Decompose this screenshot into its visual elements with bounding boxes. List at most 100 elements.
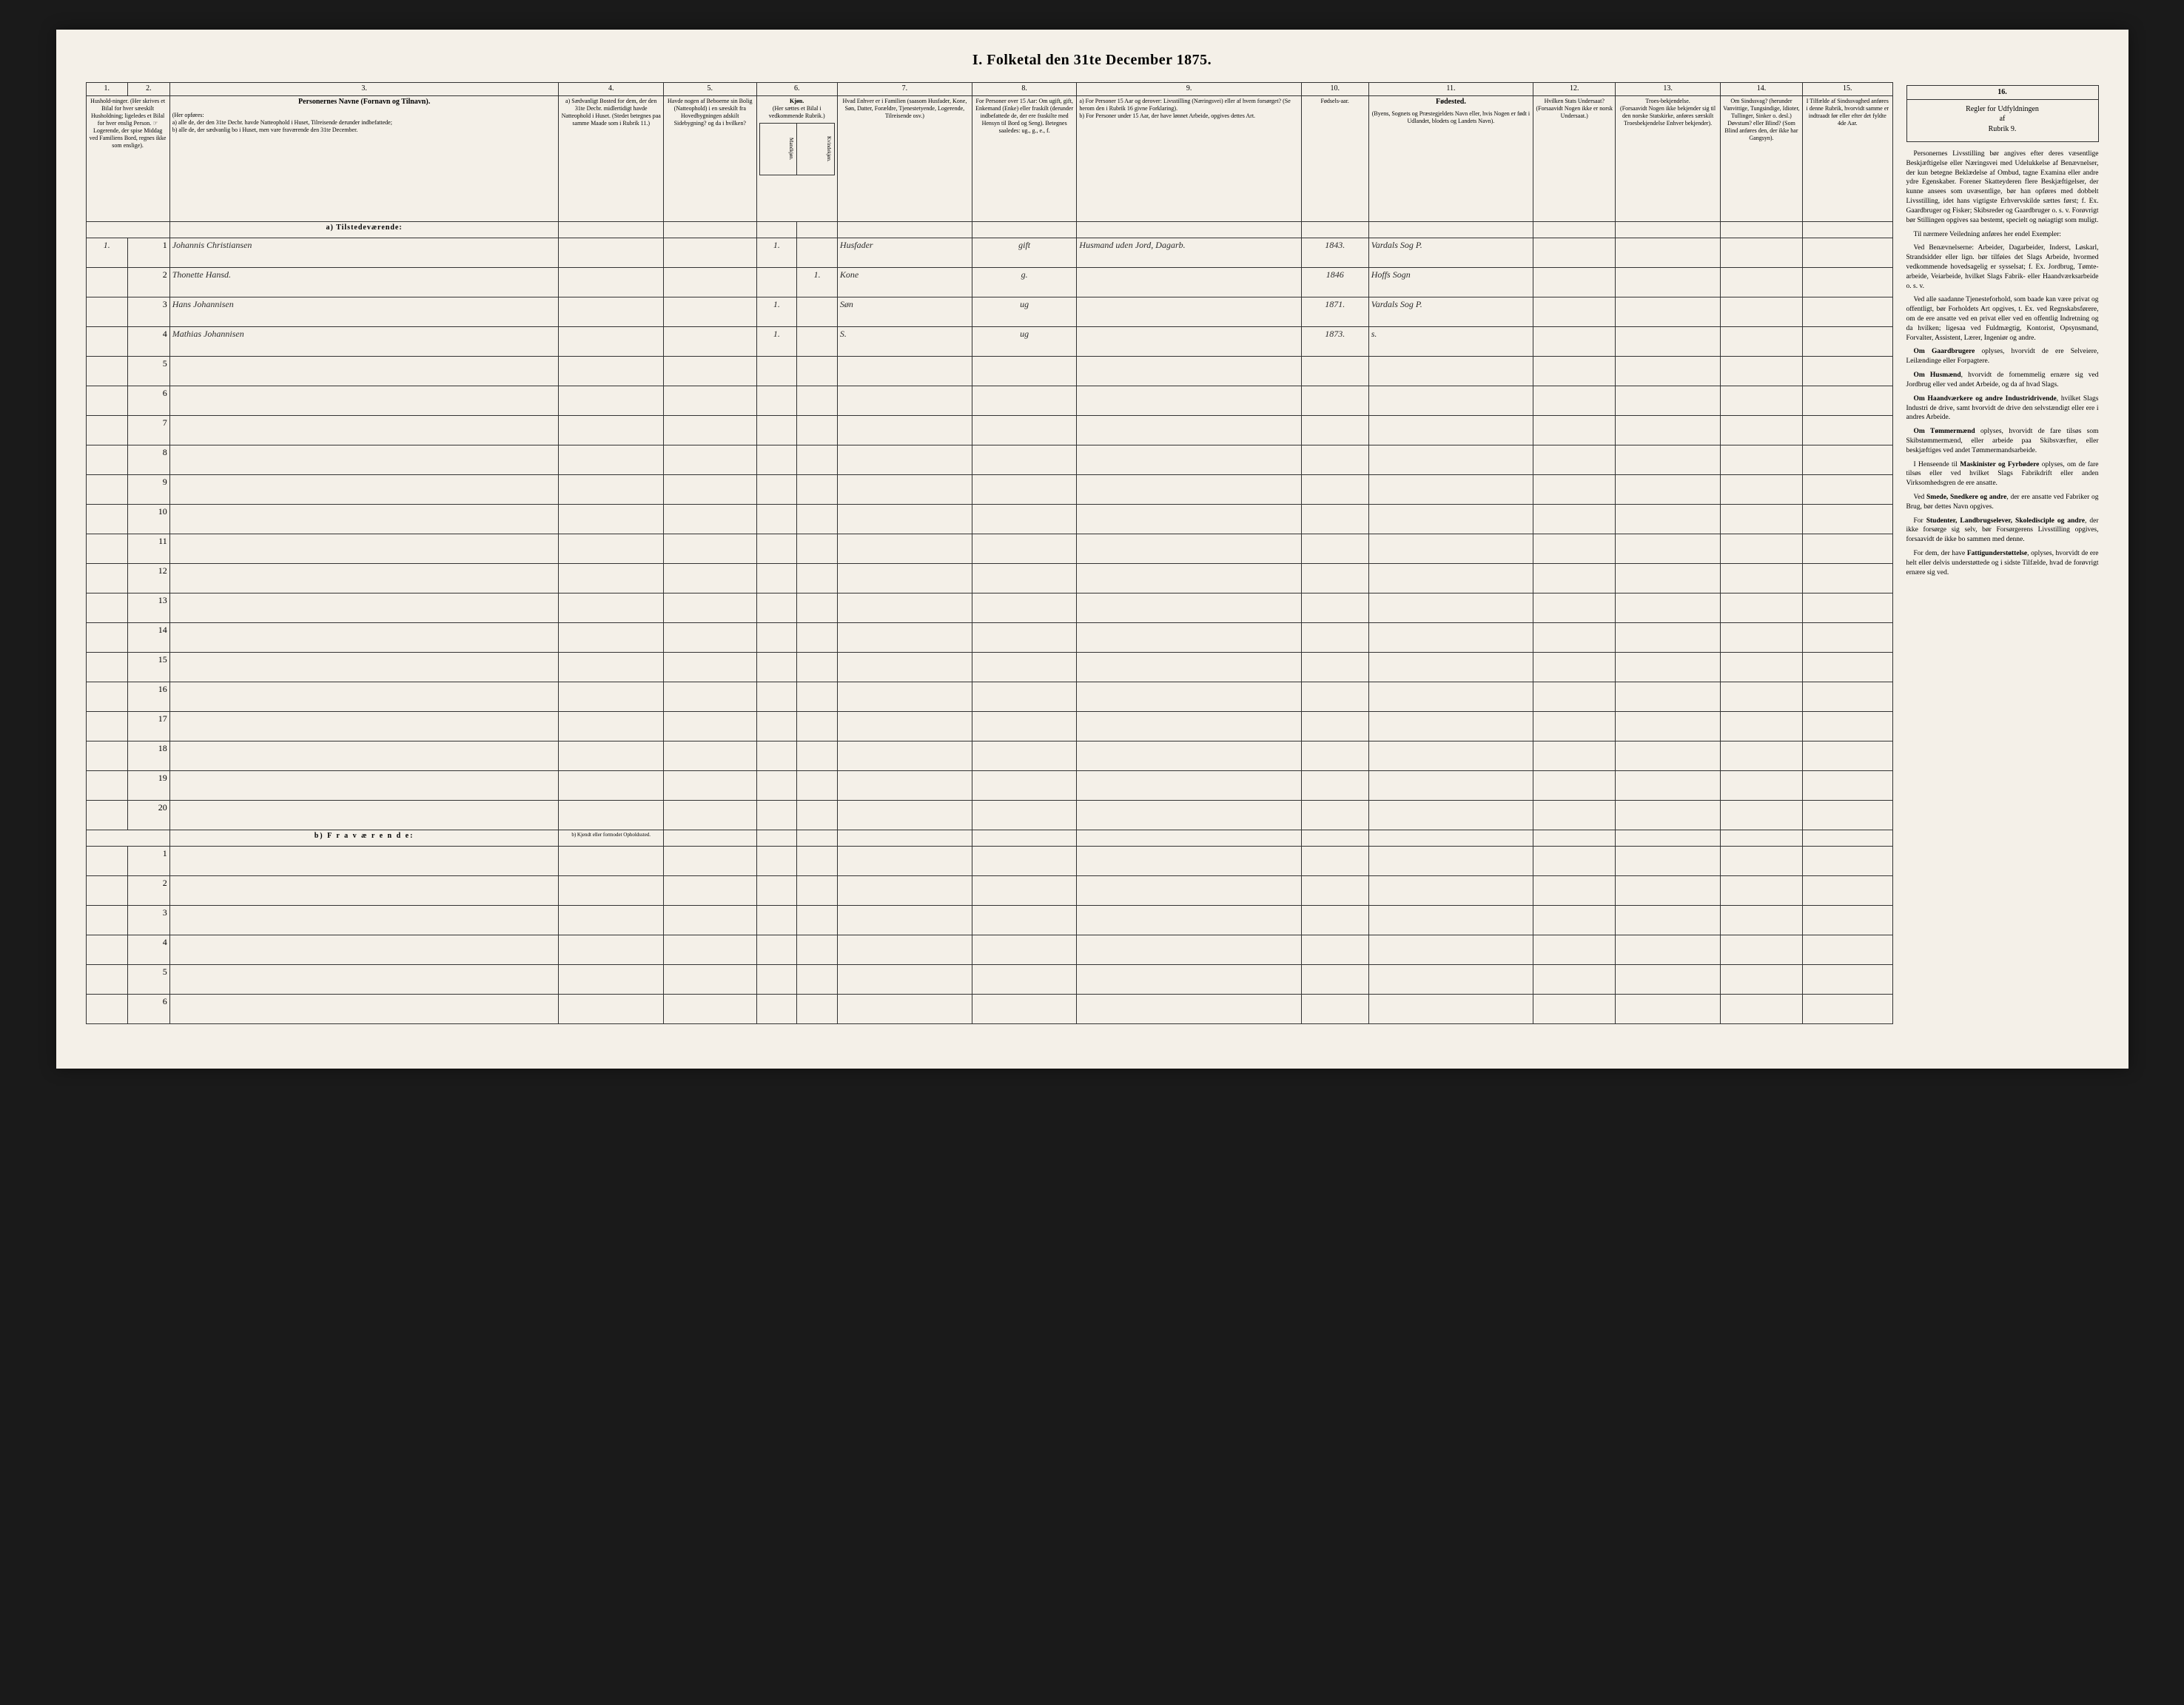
cell-c14 [1720, 995, 1802, 1024]
cell-birthplace: Hoffs Sogn [1368, 268, 1533, 297]
cell-male [756, 416, 797, 445]
cell-c15 [1803, 357, 1892, 386]
cell-name [169, 682, 559, 712]
cell-marital [972, 965, 1077, 995]
cell-hh [86, 995, 128, 1024]
cell-marital: ug [972, 297, 1077, 327]
cell-c5 [663, 906, 756, 935]
cell-marital: ug [972, 327, 1077, 357]
cell-role: Kone [837, 268, 972, 297]
cell-c5 [663, 327, 756, 357]
cell-c13 [1616, 564, 1721, 593]
rows-b-body: 123456 [86, 847, 1892, 1024]
cell-c4 [559, 935, 664, 965]
cell-c15 [1803, 564, 1892, 593]
cell-role [837, 564, 972, 593]
cell-rownum: 17 [128, 712, 170, 741]
cell-marital [972, 712, 1077, 741]
cell-c14 [1720, 712, 1802, 741]
cell-occupation [1077, 906, 1301, 935]
cell-c4 [559, 505, 664, 534]
cell-role [837, 653, 972, 682]
cell-role: S. [837, 327, 972, 357]
h12: Hvilken Stats Undersaat? (Forsaavidt Nog… [1533, 96, 1616, 222]
h1: Hushold-ninger. (Her skrives et Bilal fo… [86, 96, 169, 222]
cell-c15 [1803, 771, 1892, 801]
cell-c4 [559, 238, 664, 268]
cell-c5 [663, 876, 756, 906]
h3-sub: (Her opføres: a) alle de, der den 31te D… [172, 112, 557, 134]
cell-c5 [663, 534, 756, 564]
cell-female [797, 297, 838, 327]
table-row: 1 [86, 847, 1892, 876]
cell-birthyear: 1871. [1301, 297, 1368, 327]
cell-c14 [1720, 416, 1802, 445]
cell-c12 [1533, 995, 1616, 1024]
cell-c13 [1616, 935, 1721, 965]
cell-female [797, 357, 838, 386]
cell-role [837, 386, 972, 416]
h13: Troes-bekjendelse. (Forsaavidt Nogen ikk… [1616, 96, 1721, 222]
cell-occupation [1077, 712, 1301, 741]
cell-c5 [663, 593, 756, 623]
cell-birthyear [1301, 593, 1368, 623]
cell-female [797, 995, 838, 1024]
cell-rownum: 10 [128, 505, 170, 534]
cell-c13 [1616, 534, 1721, 564]
table-row: 1.1Johannis Christiansen1.HusfadergiftHu… [86, 238, 1892, 268]
cell-marital [972, 564, 1077, 593]
cell-name [169, 534, 559, 564]
cell-c5 [663, 771, 756, 801]
cell-hh [86, 327, 128, 357]
h6-title: Kjøn. [759, 98, 835, 105]
table-row: 6 [86, 386, 1892, 416]
cell-male [756, 653, 797, 682]
cell-rownum: 8 [128, 445, 170, 475]
table-row: 16 [86, 682, 1892, 712]
rule-p1: Personernes Livsstilling bør angives eft… [1906, 149, 2099, 226]
cell-birthplace [1368, 712, 1533, 741]
cell-male [756, 682, 797, 712]
cell-occupation [1077, 623, 1301, 653]
cell-c5 [663, 357, 756, 386]
cell-role [837, 712, 972, 741]
cell-name [169, 505, 559, 534]
table-row: 19 [86, 771, 1892, 801]
cell-c14 [1720, 445, 1802, 475]
cell-c13 [1616, 906, 1721, 935]
h10: Fødsels-aar. [1301, 96, 1368, 222]
cell-hh [86, 357, 128, 386]
rule-p8: Om Tømmermænd oplyses, hvorvidt de fare … [1906, 427, 2099, 455]
cell-c4 [559, 297, 664, 327]
h6b: Kvindekjøn. [797, 124, 835, 175]
cell-c12 [1533, 327, 1616, 357]
cell-c15 [1803, 935, 1892, 965]
table-row: 11 [86, 534, 1892, 564]
cell-c12 [1533, 593, 1616, 623]
table-row: 7 [86, 416, 1892, 445]
cell-birthyear [1301, 475, 1368, 505]
cell-role [837, 906, 972, 935]
cell-hh [86, 712, 128, 741]
cell-birthplace [1368, 771, 1533, 801]
cell-hh [86, 593, 128, 623]
cell-birthyear [1301, 771, 1368, 801]
h6-sub: (Her sættes et Bilal i vedkommende Rubri… [759, 105, 835, 120]
cell-name [169, 445, 559, 475]
cell-occupation [1077, 771, 1301, 801]
cell-occupation [1077, 416, 1301, 445]
ledger-table-wrap: 1. 2. 3. 4. 5. 6. 7. 8. 9. 10. 11. 12. 1… [86, 82, 1893, 1024]
cell-occupation [1077, 741, 1301, 771]
cell-name [169, 386, 559, 416]
cell-birthyear: 1843. [1301, 238, 1368, 268]
cell-c4 [559, 906, 664, 935]
cell-role [837, 682, 972, 712]
cell-birthyear [1301, 445, 1368, 475]
cell-c13 [1616, 876, 1721, 906]
cell-hh [86, 741, 128, 771]
cell-c15 [1803, 445, 1892, 475]
cell-birthyear [1301, 847, 1368, 876]
cell-birthyear [1301, 416, 1368, 445]
cell-c15 [1803, 475, 1892, 505]
cell-role [837, 623, 972, 653]
